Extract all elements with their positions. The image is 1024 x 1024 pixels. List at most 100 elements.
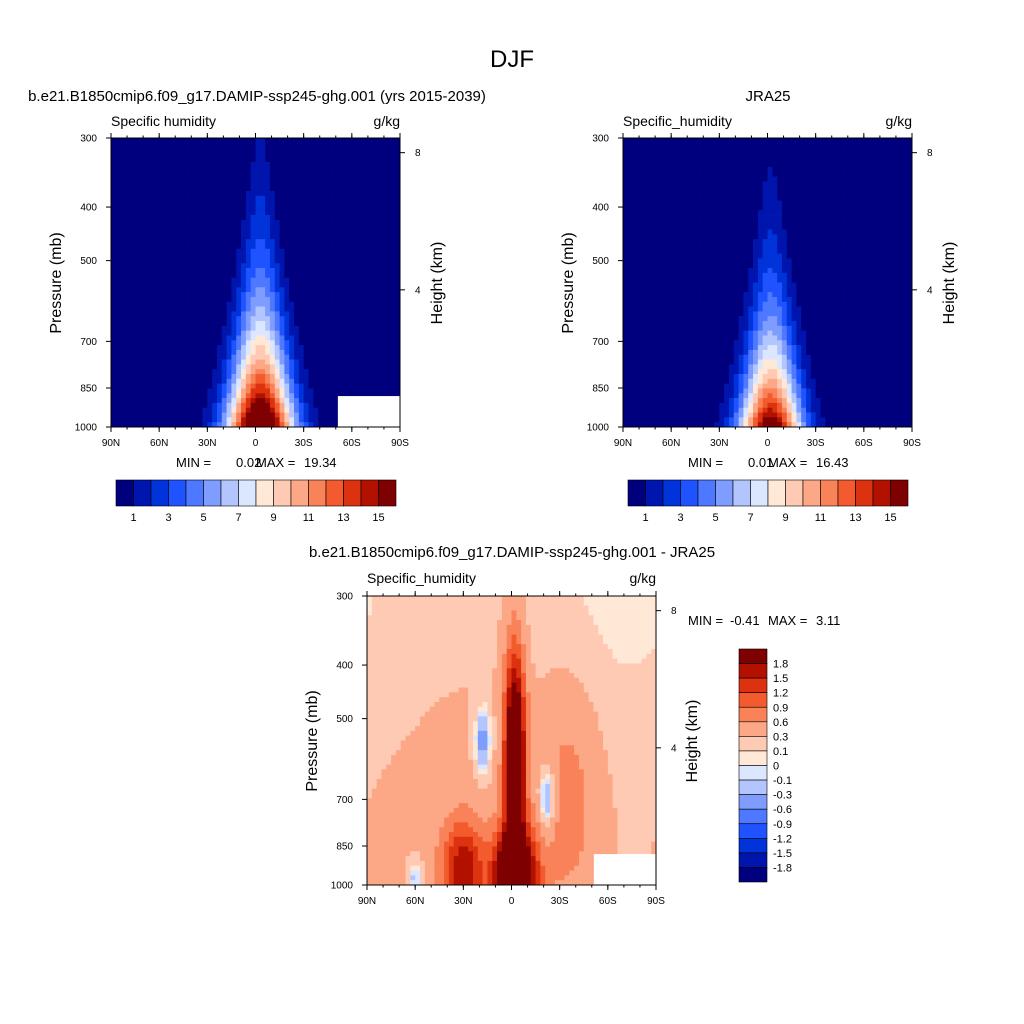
contour-cell (212, 417, 218, 423)
contour-cell (284, 354, 290, 360)
contour-cell (207, 364, 213, 370)
contour-cell (714, 234, 720, 240)
contour-cell (303, 321, 309, 327)
contour-cell (385, 321, 391, 327)
contour-cell (371, 277, 377, 283)
contour-cell (748, 181, 754, 187)
contour-cell (347, 138, 353, 144)
contour-cell (390, 325, 396, 332)
contour-cell (250, 388, 256, 394)
contour-cell (197, 359, 203, 365)
contour-cell (144, 422, 150, 428)
contour-cell (192, 229, 199, 235)
contour-cell (806, 234, 812, 240)
contour-cell (168, 195, 174, 201)
contour-cell (163, 364, 170, 370)
contour-cell (120, 359, 126, 365)
contour-cell (656, 147, 662, 153)
contour-cell (680, 166, 686, 173)
contour-cell (322, 219, 329, 226)
contour-cell (728, 171, 735, 177)
contour-cell (269, 239, 276, 245)
contour-cell (642, 181, 648, 187)
contour-cell (260, 215, 266, 221)
contour-cell (337, 258, 343, 264)
contour-cell (642, 234, 648, 240)
contour-cell (279, 287, 285, 293)
contour-cell (168, 224, 174, 230)
contour-cell (202, 181, 208, 187)
contour-cell (361, 229, 367, 235)
contour-cell (351, 186, 357, 192)
contour-cell (265, 186, 271, 192)
contour-cell (231, 417, 237, 423)
contour-cell (226, 311, 232, 317)
contour-cell (197, 402, 203, 409)
contour-cell (125, 219, 131, 226)
contour-cell (168, 296, 174, 303)
contour-cell (719, 157, 725, 163)
contour-cell (637, 190, 643, 197)
contour-cell (704, 195, 711, 201)
contour-cell (212, 248, 218, 254)
contour-cell (651, 205, 658, 211)
contour-cell (385, 369, 391, 375)
contour-cell (265, 253, 271, 259)
contour-cell (173, 272, 179, 279)
contour-cell (385, 138, 391, 144)
contour-cell (207, 157, 213, 163)
contour-cell (656, 190, 662, 197)
contour-cell (289, 253, 295, 259)
contour-cell (308, 378, 314, 384)
contour-cell (149, 239, 155, 245)
contour-cell (656, 152, 662, 158)
contour-cell (231, 215, 237, 221)
contour-cell (216, 398, 223, 404)
contour-cell (385, 393, 391, 399)
contour-cell (226, 239, 232, 245)
contour-cell (830, 147, 836, 153)
contour-cell (274, 239, 280, 245)
contour-cell (163, 277, 170, 283)
contour-cell (380, 248, 386, 254)
contour-cell (139, 407, 146, 413)
contour-cell (390, 277, 396, 283)
contour-cell (197, 200, 203, 206)
contour-cell (183, 388, 189, 394)
contour-cell (313, 393, 319, 399)
contour-cell (269, 287, 276, 293)
contour-cell (241, 142, 247, 148)
contour-cell (188, 200, 194, 206)
contour-cell (139, 268, 146, 274)
contour-cell (120, 422, 126, 428)
contour-cell (168, 210, 174, 216)
contour-cell (111, 186, 117, 192)
contour-cell (178, 219, 184, 226)
contour-cell (637, 181, 643, 187)
contour-cell (313, 378, 319, 384)
contour-cell (743, 176, 749, 182)
contour-cell (178, 383, 184, 389)
contour-cell (260, 147, 266, 153)
contour-cell (120, 325, 126, 332)
contour-cell (704, 200, 711, 206)
contour-cell (265, 282, 271, 288)
contour-cell (873, 205, 879, 211)
contour-cell (347, 287, 353, 293)
contour-cell (289, 157, 295, 163)
contour-cell (226, 402, 232, 409)
contour-cell (390, 142, 396, 148)
contour-cell (154, 268, 160, 274)
contour-cell (390, 229, 396, 235)
contour-cell (168, 301, 174, 307)
contour-cell (830, 152, 836, 158)
contour-cell (347, 330, 353, 336)
contour-cell (159, 210, 165, 216)
contour-cell (351, 340, 357, 346)
contour-cell (772, 152, 778, 158)
contour-cell (757, 152, 764, 158)
contour-cell (322, 335, 329, 341)
contour-cell (159, 359, 165, 365)
contour-cell (221, 374, 227, 380)
contour-cell (294, 316, 300, 322)
